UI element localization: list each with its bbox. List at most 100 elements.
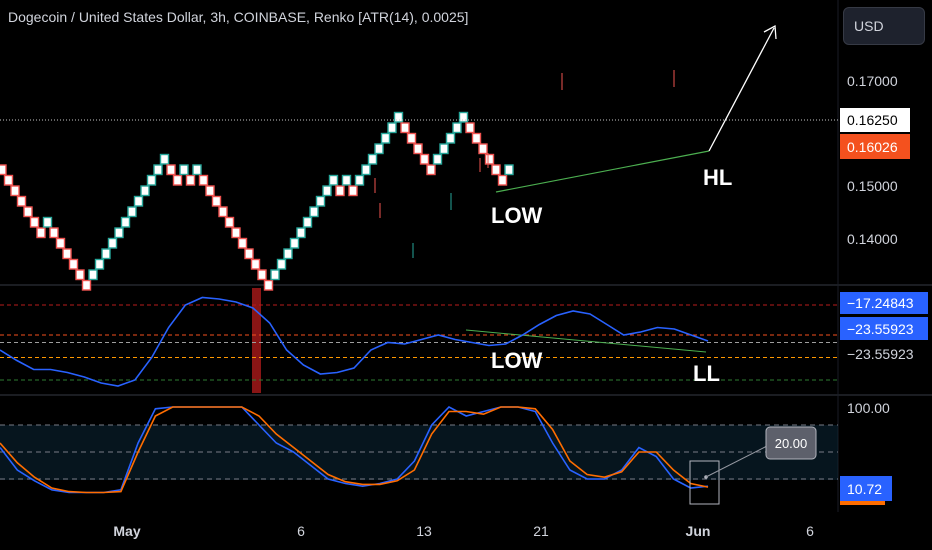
renko-brick-up: [374, 143, 384, 155]
renko-brick-up: [270, 269, 280, 281]
renko-brick-up: [322, 185, 332, 197]
renko-brick-up: [341, 174, 352, 186]
osc-value: −23.55923: [847, 346, 914, 362]
osc-value: −17.24843: [847, 295, 914, 311]
renko-brick-down: [62, 248, 72, 260]
renko-brick-down: [23, 206, 33, 218]
renko-brick-up: [393, 111, 404, 123]
renko-brick-down: [419, 153, 430, 165]
renko-brick-up: [439, 143, 449, 155]
renko-brick-down: [198, 174, 209, 186]
x-tick-label: 21: [533, 523, 549, 539]
price-tick-label: 0.17000: [847, 73, 898, 89]
renko-brick-down: [426, 164, 436, 176]
osc-value-badge: [840, 292, 928, 314]
renko-brick-down: [172, 174, 183, 186]
renko-brick-down: [237, 237, 248, 249]
stoch-tick-label: 100.00: [847, 400, 890, 416]
prev-price-value: 0.16026: [847, 139, 898, 155]
renko-brick-up: [296, 227, 306, 239]
renko-brick-up: [42, 216, 53, 228]
renko-brick-down: [55, 237, 66, 249]
renko-brick-down: [36, 227, 46, 239]
stoch-value-underline: [840, 501, 885, 505]
x-tick-label: 6: [297, 523, 305, 539]
renko-brick-up: [380, 132, 391, 144]
renko-brick-up: [445, 132, 456, 144]
renko-brick-down: [211, 195, 222, 207]
projection-arrow-line[interactable]: [708, 27, 775, 152]
renko-brick-up: [88, 269, 98, 281]
stoch-value: 10.72: [847, 481, 882, 497]
renko-brick-down: [166, 164, 176, 176]
renko-brick-down: [0, 164, 7, 176]
currency-button[interactable]: USD: [843, 7, 925, 45]
arrow-head-icon: [763, 24, 777, 40]
renko-brick-down: [185, 174, 196, 186]
renko-brick-down: [471, 132, 482, 144]
x-tick-label: Jun: [686, 523, 711, 539]
renko-brick-up: [159, 153, 170, 165]
renko-brick-up: [387, 122, 397, 134]
renko-brick-down: [263, 279, 274, 291]
renko-brick-down: [16, 195, 27, 207]
lower-low-trendline[interactable]: [465, 329, 707, 353]
renko-brick-down: [348, 185, 358, 197]
renko-brick-down: [244, 248, 254, 260]
renko-brick-down: [29, 216, 40, 228]
renko-brick-up: [127, 206, 137, 218]
renko-brick-down: [400, 122, 410, 134]
renko-brick-down: [224, 216, 235, 228]
renko-brick-down: [484, 153, 495, 165]
renko-bricks: [0, 111, 514, 291]
x-tick-label: May: [113, 523, 140, 539]
renko-brick-down: [257, 269, 267, 281]
renko-brick-down: [406, 132, 417, 144]
price-low-annotation: LOW: [491, 203, 543, 228]
lower-low-annotation: LL: [693, 361, 720, 386]
renko-brick-up: [458, 111, 469, 123]
oscillator-highlight-bar: [252, 288, 261, 393]
last-price-value: 0.16250: [847, 112, 898, 128]
stoch-d-line: [0, 406, 709, 494]
renko-brick-down: [49, 227, 59, 239]
renko-brick-up: [114, 227, 124, 239]
callout-value: 20.00: [775, 436, 808, 451]
x-axis[interactable]: May 6 13 21 Jun 6: [113, 523, 814, 539]
renko-brick-up: [101, 248, 111, 260]
renko-brick-up: [283, 248, 293, 260]
renko-brick-down: [81, 279, 92, 291]
renko-brick-down: [68, 258, 79, 270]
renko-brick-down: [205, 185, 215, 197]
renko-brick-down: [497, 174, 508, 186]
callout-box[interactable]: [765, 426, 817, 460]
renko-brick-down: [478, 143, 488, 155]
renko-brick-up: [361, 164, 371, 176]
chart-title: Dogecoin / United States Dollar, 3h, COI…: [8, 9, 469, 25]
renko-brick-down: [10, 185, 20, 197]
higher-low-annotation: HL: [703, 165, 732, 190]
renko-brick-down: [491, 164, 501, 176]
renko-brick-up: [179, 164, 189, 176]
renko-brick-up: [192, 164, 202, 176]
oscillator-low-annotation: LOW: [491, 348, 543, 373]
higher-low-trendline[interactable]: [495, 150, 710, 193]
renko-brick-down: [3, 174, 14, 186]
renko-brick-up: [354, 174, 365, 186]
renko-brick-down: [75, 269, 85, 281]
renko-brick-up: [302, 216, 313, 228]
renko-brick-up: [107, 237, 118, 249]
stoch-value-badge: [840, 476, 892, 501]
renko-brick-up: [276, 258, 287, 270]
stoch-k-line: [0, 406, 709, 494]
renko-brick-up: [504, 164, 514, 176]
renko-brick-up: [94, 258, 105, 270]
callout-line: [705, 445, 768, 478]
stoch-highlight-box[interactable]: [689, 460, 720, 505]
renko-brick-up: [120, 216, 131, 228]
osc-value-badge: [840, 317, 928, 340]
price-tick-label: 0.15000: [847, 178, 898, 194]
osc-value: −23.55923: [847, 321, 914, 337]
renko-brick-up: [452, 122, 462, 134]
